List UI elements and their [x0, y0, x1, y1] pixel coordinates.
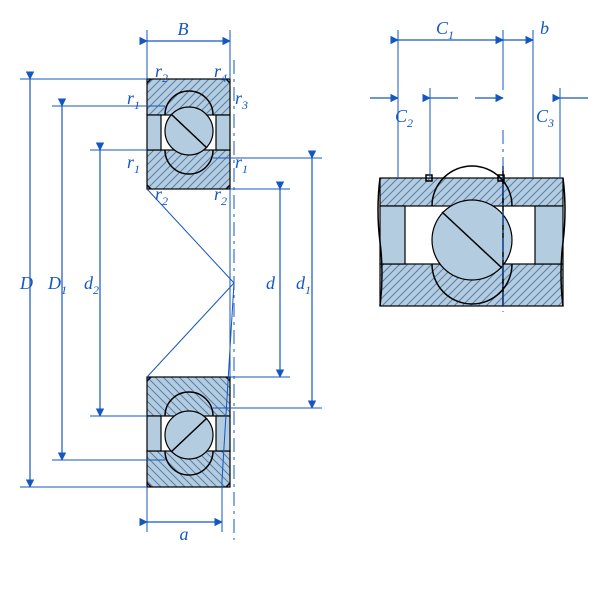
- label-d: d: [266, 273, 276, 293]
- cage-left-top: [147, 115, 161, 150]
- inner-ring-bot: [147, 377, 230, 416]
- label-C3: C3: [536, 106, 554, 130]
- label-r1_tl: r1: [127, 88, 140, 112]
- label-D1: D1: [47, 273, 67, 297]
- label-r3_tr: r3: [235, 88, 248, 112]
- right-dims: C1 b C2 C3: [370, 18, 588, 178]
- r-cage-left: [380, 206, 405, 264]
- label-a: a: [180, 524, 189, 544]
- cage-right-top: [216, 115, 230, 150]
- label-b: b: [540, 18, 549, 38]
- left-cross-section: [147, 60, 234, 540]
- label-D: D: [19, 273, 33, 293]
- top-half: [147, 79, 230, 189]
- angle-line-2: [147, 283, 234, 377]
- label-r1_br: r1: [235, 152, 248, 176]
- bottom-half: [147, 377, 230, 487]
- label-B: B: [178, 19, 189, 39]
- label-C1: C1: [436, 18, 454, 42]
- label-r1_bl: r1: [127, 152, 140, 176]
- label-d1: d1: [296, 273, 311, 297]
- label-d2: d2: [84, 273, 99, 297]
- right-detail: [378, 130, 565, 312]
- r-cage-right: [535, 206, 563, 264]
